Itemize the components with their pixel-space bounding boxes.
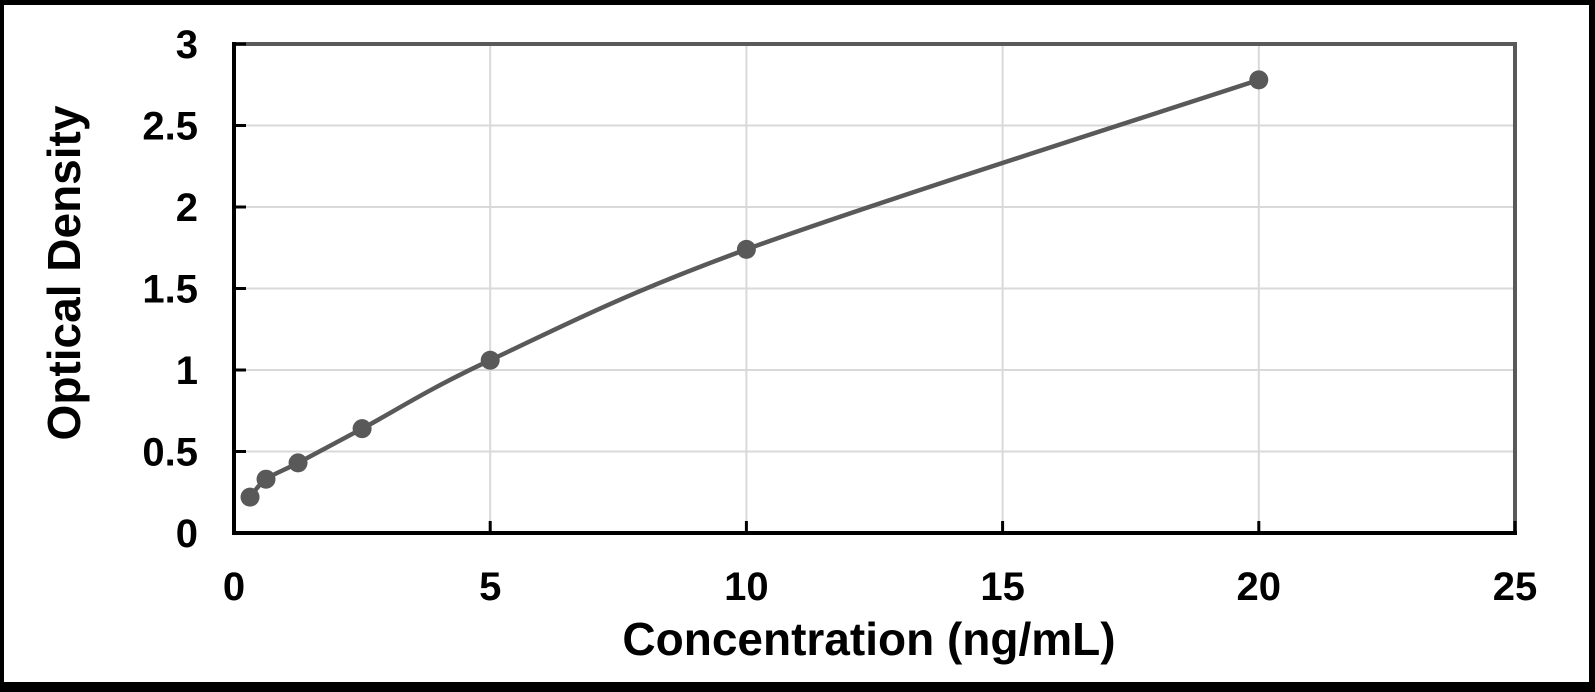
data-point-marker xyxy=(240,487,260,507)
y-tick-label: 1.5 xyxy=(142,268,198,312)
x-axis-title: Concentration (ng/mL) xyxy=(622,613,1116,665)
x-tick-label: 20 xyxy=(1237,565,1282,609)
y-axis-title: Optical Density xyxy=(38,105,90,441)
y-tick-label: 2.5 xyxy=(142,105,198,149)
data-point-marker xyxy=(480,350,500,370)
x-tick-label: 5 xyxy=(479,565,501,609)
data-point-marker xyxy=(256,469,276,489)
y-tick-label: 1 xyxy=(176,349,198,393)
y-tick-label: 3 xyxy=(176,23,198,67)
data-point-marker xyxy=(1249,70,1269,90)
plot-border xyxy=(234,42,1517,533)
x-tick-label: 0 xyxy=(223,565,245,609)
x-tick-label: 15 xyxy=(980,565,1025,609)
x-tick-label: 10 xyxy=(724,565,769,609)
y-tick-label: 0.5 xyxy=(142,431,198,475)
data-point-marker xyxy=(736,239,756,259)
y-tick-label: 2 xyxy=(176,186,198,230)
data-point-marker xyxy=(352,419,372,439)
y-tick-label: 0 xyxy=(176,512,198,556)
x-tick-label: 25 xyxy=(1493,565,1538,609)
data-point-marker xyxy=(288,453,308,473)
